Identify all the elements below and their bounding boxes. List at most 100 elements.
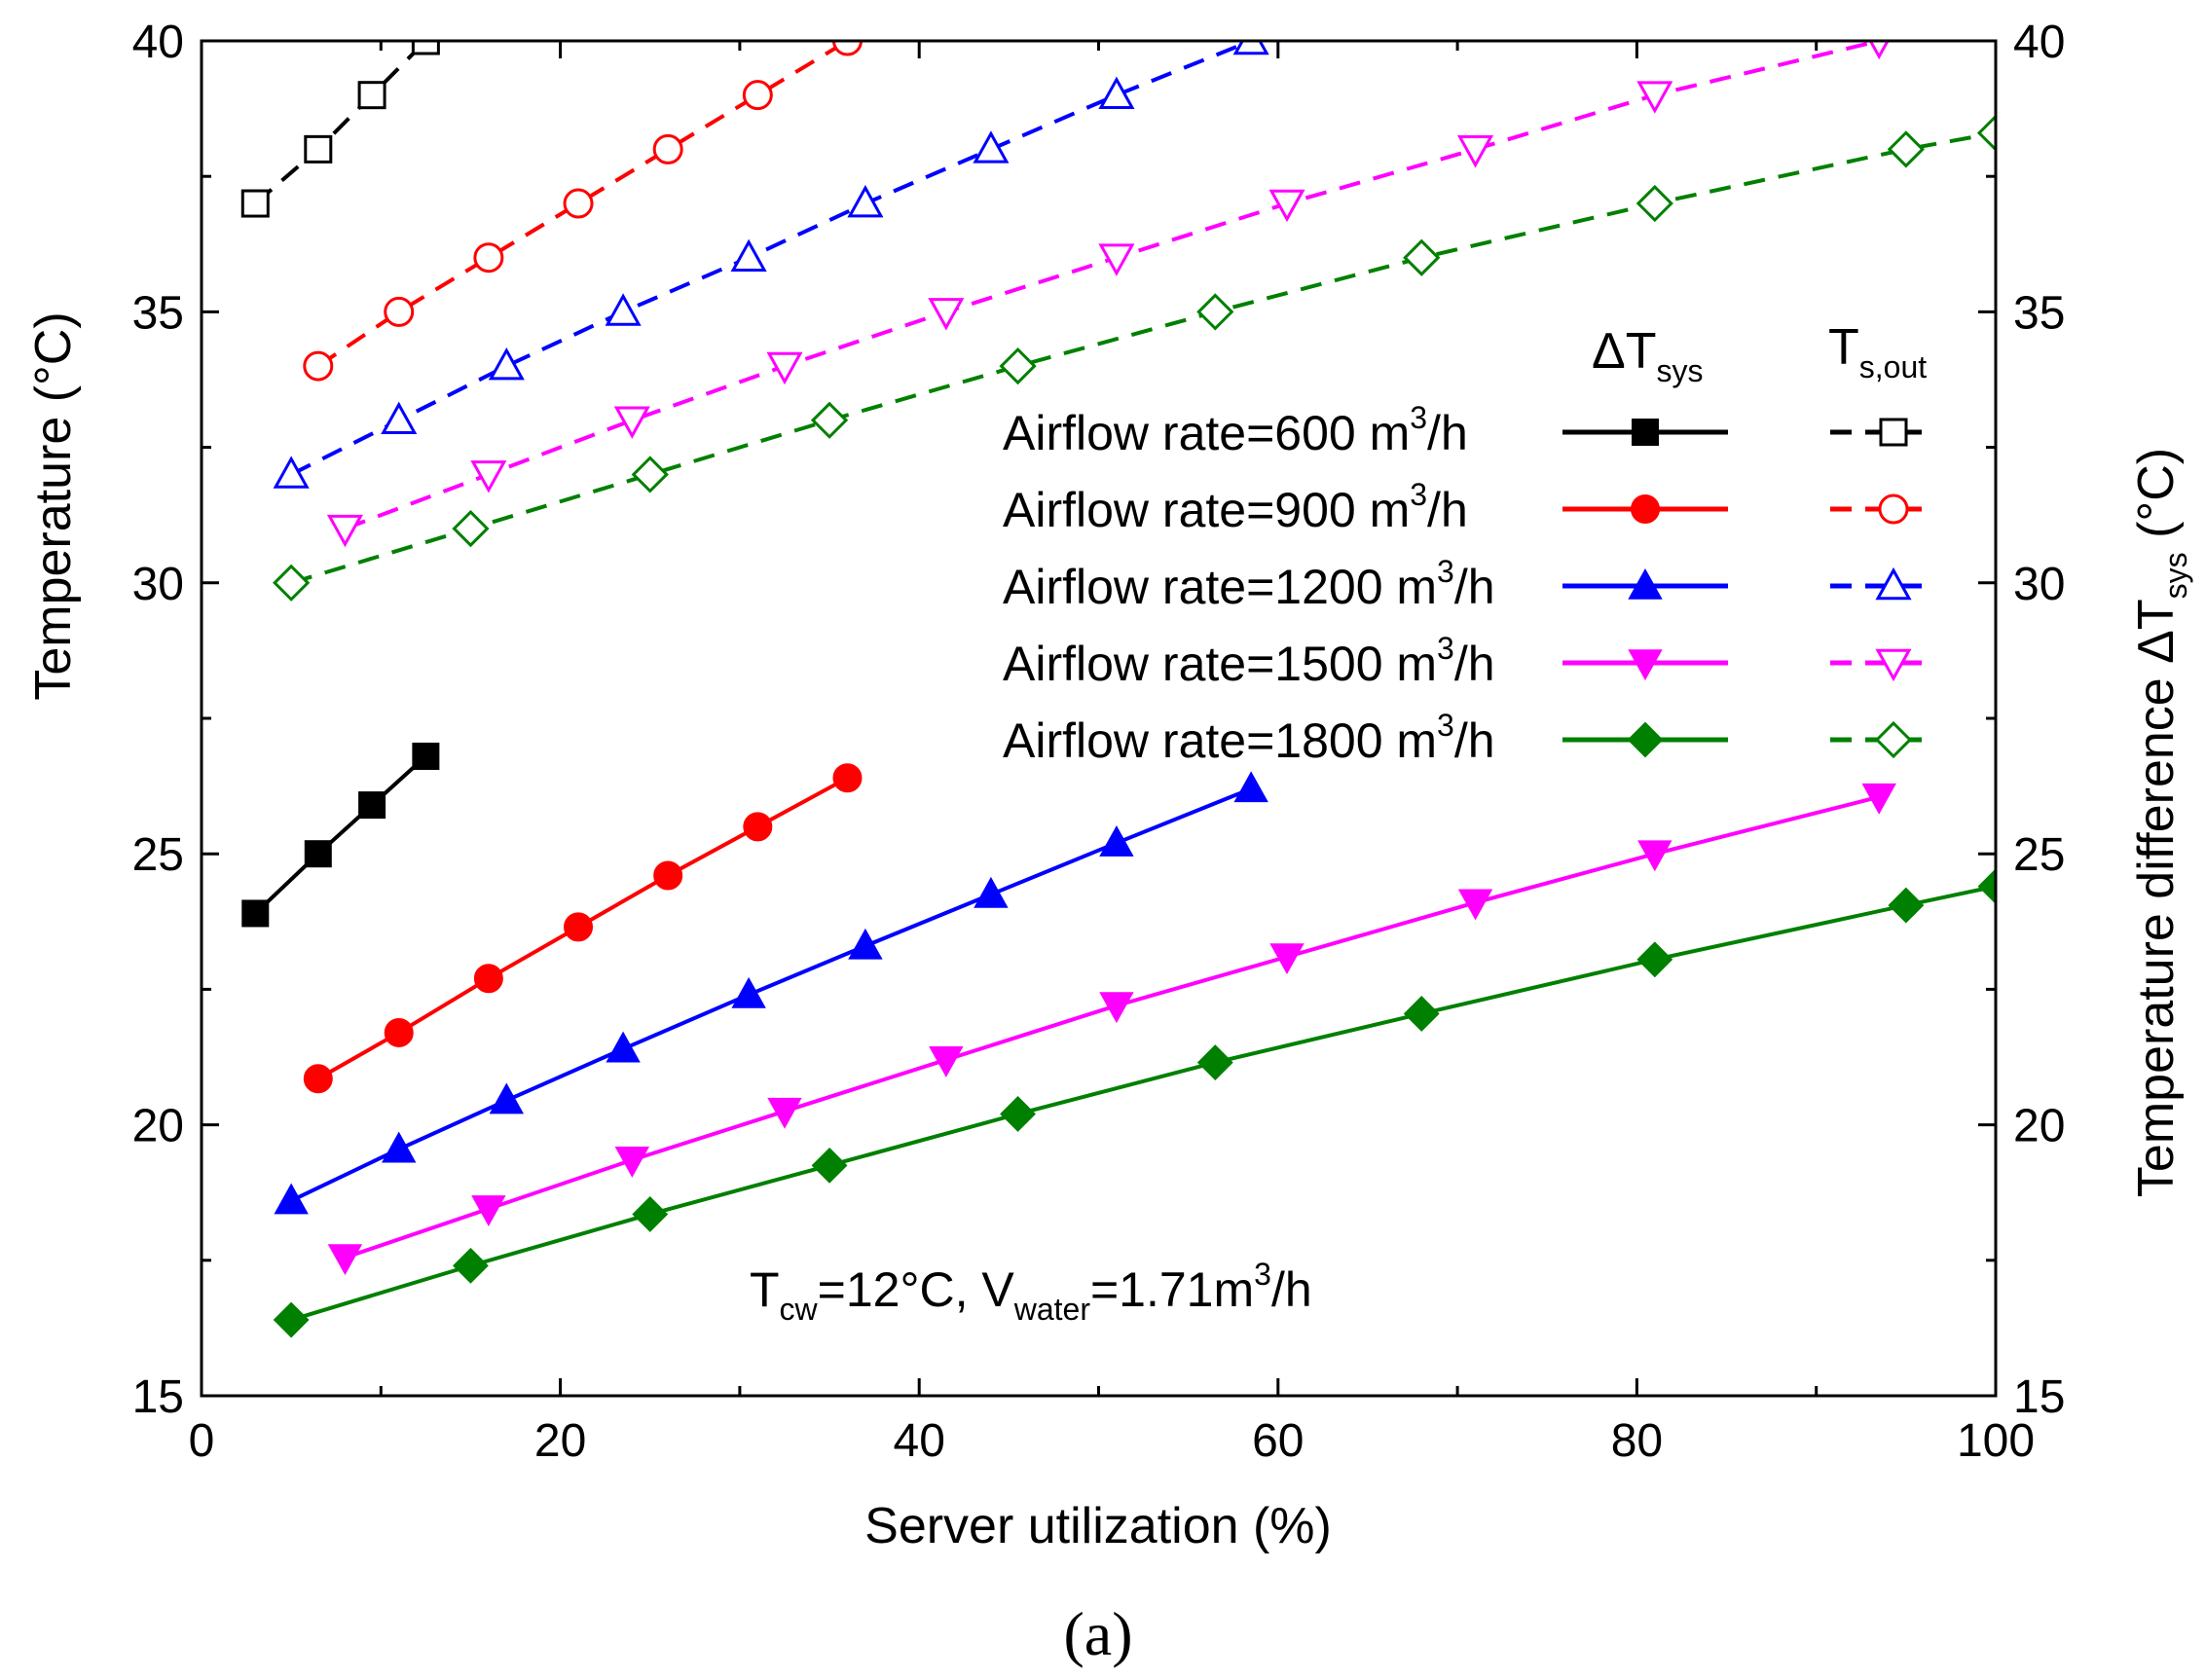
y-right-tick-label-5: 40 (2013, 17, 2065, 68)
series-3-Tout-point-2 (613, 406, 650, 439)
series-3-dT-point-7 (1457, 889, 1493, 921)
series-4-Tout-point-7 (1635, 184, 1673, 223)
series-0 (240, 41, 440, 928)
series-2-dT-point-0 (274, 1183, 309, 1215)
series-3-Tout-point-8 (1636, 81, 1673, 114)
series-2-Tout-point-5 (847, 184, 884, 218)
legend-label-3: Airflow rate=1500 m3/h (1003, 631, 1495, 691)
series-0-dT-line (253, 754, 427, 915)
series-2-Tout-point-2 (488, 347, 525, 381)
series-4-dT-point-9 (1977, 868, 1996, 905)
series-3-dT-point-3 (767, 1097, 802, 1129)
legend-solid-marker-2 (1628, 567, 1663, 600)
legend-label-4-main: Airflow rate=1800 m (1003, 713, 1437, 768)
series-4-Tout-point-1 (452, 509, 490, 548)
series-1-Tout-point-0 (303, 350, 334, 382)
legend-row-1: Airflow rate=900 m3/h (1003, 477, 1923, 537)
series-2-Tout-point-3 (605, 293, 642, 326)
legend-header-dT-main: ΔT (1592, 323, 1657, 380)
series-4-Tout-point-3 (810, 401, 849, 439)
legend-solid-marker-1 (1631, 494, 1660, 524)
panel-label: (a) (1063, 1599, 1132, 1668)
y-right-tick-label-3: 30 (2013, 559, 2065, 610)
series-2-Tout-point-4 (730, 238, 767, 273)
y-right-tick-label-2: 25 (2013, 829, 2065, 881)
series-4-Tout-point-0 (273, 564, 311, 602)
series-3-dT-point-6 (1269, 943, 1305, 975)
series-2 (273, 41, 1269, 1215)
legend-header-Tout-main: T (1828, 319, 1859, 376)
legend-open-marker-3 (1875, 648, 1912, 682)
series-4-dT-point-6 (1403, 996, 1440, 1032)
series-4-dT-point-3 (811, 1147, 848, 1184)
series-3-dT-point-0 (327, 1244, 363, 1276)
series-2-dT-point-6 (974, 876, 1009, 908)
ann-t4: /h (1271, 1262, 1312, 1317)
series-0-dT-point-1 (304, 840, 332, 868)
legend-label-2-end: /h (1454, 560, 1495, 614)
y-axis-right-title-unit: (°C) (2128, 448, 2185, 552)
series-1-dT-point-2 (473, 964, 503, 994)
legend-label-3-main: Airflow rate=1500 m (1003, 637, 1437, 691)
series-2-Tout-point-0 (273, 456, 310, 489)
series-1-Tout-point-6 (831, 41, 863, 56)
y-left-tick-label-5: 40 (132, 17, 184, 68)
legend-header-Tout-sub: s,out (1859, 349, 1927, 384)
y-left-tick-label-0: 15 (132, 1371, 184, 1423)
legend-open-marker-0 (1879, 418, 1908, 447)
series-1-Tout-point-1 (384, 296, 415, 327)
series-2-dT-point-2 (489, 1082, 525, 1114)
legend-label-4: Airflow rate=1800 m3/h (1003, 708, 1495, 768)
legend-label-0-sup: 3 (1410, 400, 1427, 435)
y-axis-right-title: Temperature difference ΔTsys (°C) (2128, 448, 2193, 1197)
legend-label-1: Airflow rate=900 m3/h (1003, 477, 1468, 537)
legend-label-4-sup: 3 (1437, 708, 1454, 743)
y-left-tick-label-1: 20 (132, 1101, 184, 1152)
y-left-tick-label-2: 25 (132, 829, 184, 881)
series-2-dT-point-7 (1099, 825, 1134, 857)
series-1-Tout-point-4 (652, 133, 683, 164)
legend-open-marker-1 (1878, 493, 1909, 525)
y-axis-left-title: Temperature (°C) (25, 311, 82, 700)
x-tick-label-0: 0 (189, 1415, 215, 1467)
series-4-Tout-point-6 (1403, 238, 1441, 276)
series-3-dT-point-5 (1099, 992, 1134, 1024)
legend-label-2-sup: 3 (1437, 554, 1454, 589)
series-3-Tout-point-6 (1268, 189, 1305, 223)
series-0-dT-point-2 (358, 791, 386, 820)
series-4-Tout-point-2 (631, 456, 669, 493)
x-tick-label-1: 20 (534, 1415, 586, 1467)
legend-label-1-end: /h (1427, 483, 1468, 537)
legend-row-2: Airflow rate=1200 m3/h (1003, 554, 1923, 614)
series-4-Tout-point-4 (999, 347, 1037, 385)
series-2-Tout-point-1 (381, 401, 418, 435)
series-0-dT-point-0 (241, 899, 270, 928)
series-0-Tout-point-0 (240, 189, 270, 218)
conditions-annotation: Tcw=12°C, Vwater=1.71m3/h (750, 1257, 1312, 1327)
series-4-Tout-point-9 (1976, 114, 1996, 152)
x-tick-label-5: 100 (1957, 1415, 2035, 1467)
y-axis-right-title-sub: sys (2158, 552, 2193, 599)
series-4-dT-point-8 (1888, 887, 1925, 924)
legend-row-3: Airflow rate=1500 m3/h (1003, 631, 1923, 691)
series-3-Tout-point-7 (1456, 135, 1494, 168)
y-left-tick-label-4: 35 (132, 287, 184, 339)
x-axis-title: Server utilization (%) (864, 1498, 1332, 1554)
series-0-Tout-line (253, 41, 427, 205)
ann-t1: T (750, 1262, 780, 1317)
y-left-tick-label-3: 30 (132, 559, 184, 610)
series-0-Tout-point-3 (411, 41, 440, 55)
legend-label-0-main: Airflow rate=600 m (1003, 406, 1410, 460)
series-1-Tout-point-5 (742, 80, 773, 111)
series-1-Tout-point-2 (473, 242, 504, 274)
series-3-dT-point-9 (1861, 783, 1896, 815)
y-right-tick-label-1: 20 (2013, 1101, 2065, 1152)
series-1-dT-point-6 (832, 763, 863, 793)
series-3-dT-point-4 (929, 1045, 964, 1077)
series-3-Tout-point-0 (326, 514, 363, 548)
ann-t2: =12°C, V (818, 1262, 1015, 1317)
series-4-dT-point-1 (453, 1247, 489, 1284)
